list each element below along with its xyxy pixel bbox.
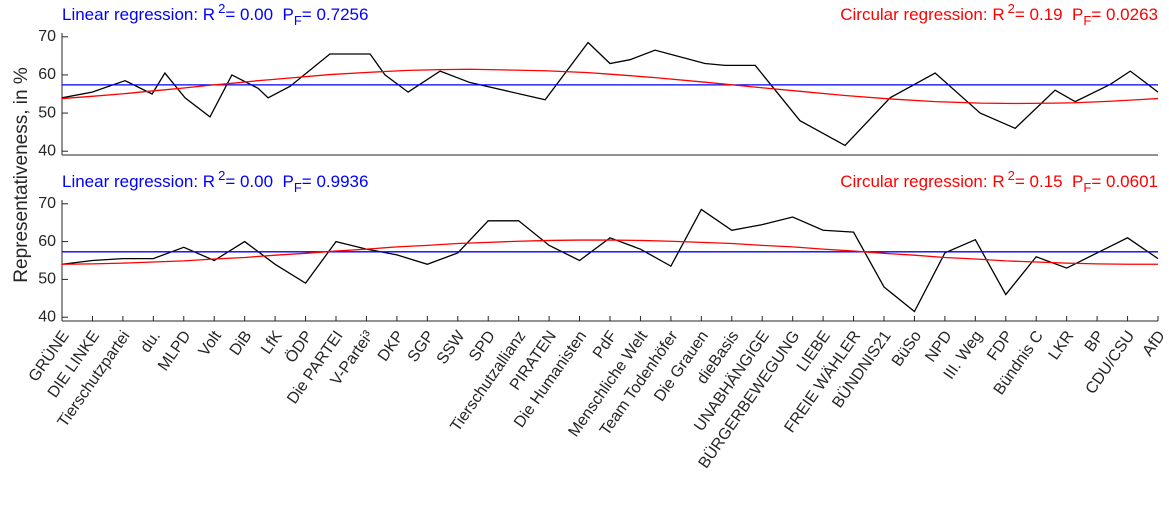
annotation-sub: F: [294, 13, 302, 28]
annotation-text: = 0.00 P: [225, 5, 294, 24]
annotation-text: = 0.7256: [302, 5, 369, 24]
annotation-text: = 0.0601: [1091, 172, 1158, 191]
x-tick-label: DKP: [375, 328, 408, 365]
x-tick-label: LfK: [258, 328, 286, 358]
y-tick-label: 50: [38, 271, 56, 288]
y-tick-label: 40: [38, 308, 56, 325]
y-tick-label: 70: [38, 195, 56, 212]
annotation-sub: F: [294, 180, 302, 195]
annotation-text: Linear regression: R: [62, 172, 215, 191]
annotation-text: Circular regression: R: [840, 5, 1004, 24]
x-tick-label: AfD: [1140, 328, 1169, 360]
regression-annotation: Linear regression: R 2= 0.00 PF= 0.9936: [62, 168, 368, 195]
series-line: [61, 41, 1159, 147]
y-tick-label: 60: [38, 66, 56, 83]
x-tick-label: SSW: [434, 327, 469, 367]
annotation-sup: 2: [1008, 1, 1015, 16]
annotation-sub: F: [1083, 180, 1091, 195]
annotation-sup: 2: [218, 168, 225, 183]
annotation-sub: F: [1083, 13, 1091, 28]
x-tick-label: Volt: [196, 328, 226, 360]
series-line: [61, 208, 1159, 313]
annotation-sup: 2: [1008, 168, 1015, 183]
y-tick-label: 60: [38, 233, 56, 250]
annotation-text: = 0.9936: [302, 172, 369, 191]
x-tick-label: MLPD: [155, 328, 194, 374]
regression-annotation: Linear regression: R 2= 0.00 PF= 0.7256: [62, 1, 368, 28]
y-tick-label: 50: [38, 104, 56, 121]
y-axis-label: Representativeness, in %: [11, 67, 32, 283]
annotation-text: = 0.19 P: [1015, 5, 1084, 24]
x-tick-label: du.: [137, 328, 164, 356]
x-tick-label: LKR: [1046, 328, 1078, 363]
x-tick-label: BüSo: [889, 328, 925, 370]
regression-annotation: Circular regression: R 2= 0.19 PF= 0.0263: [840, 1, 1158, 28]
x-tick-label: SGP: [405, 328, 438, 365]
annotation-text: = 0.15 P: [1015, 172, 1084, 191]
series-line: [61, 239, 1158, 265]
regression-annotation: Circular regression: R 2= 0.15 PF= 0.0601: [840, 168, 1158, 195]
x-tick-label: BP: [1082, 328, 1108, 355]
annotation-sup: 2: [218, 1, 225, 16]
y-tick-label: 70: [38, 28, 56, 45]
series-line: [61, 68, 1159, 105]
annotation-text: = 0.0263: [1091, 5, 1158, 24]
x-tick-label: DiB: [227, 328, 256, 359]
annotation-text: Circular regression: R: [840, 172, 1004, 191]
annotation-text: = 0.00 P: [225, 172, 294, 191]
y-tick-label: 40: [38, 142, 56, 159]
annotation-text: Linear regression: R: [62, 5, 215, 24]
